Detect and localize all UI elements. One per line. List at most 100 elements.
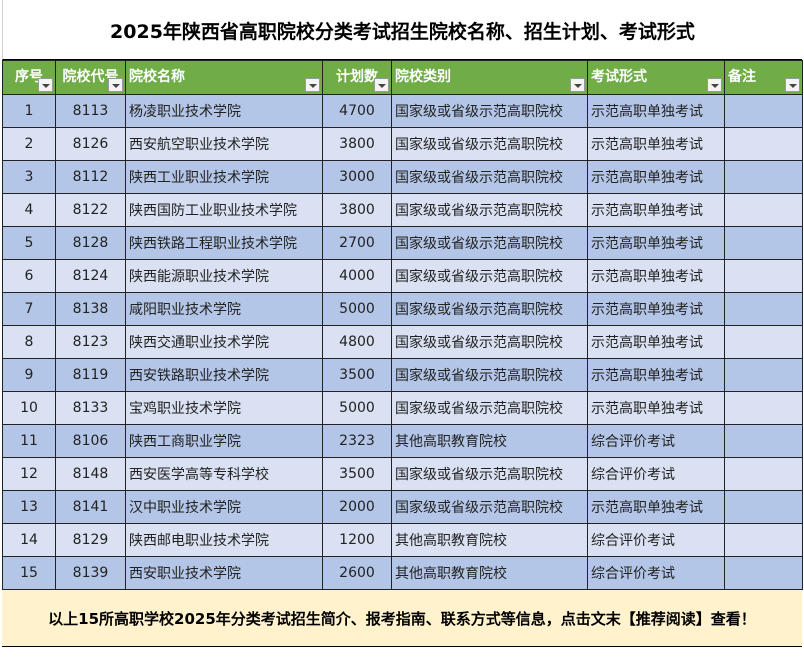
cell-remark[interactable] [724, 325, 803, 359]
cell-category[interactable]: 国家级或省级示范高职院校 [391, 127, 588, 161]
cell-category[interactable]: 其他高职教育院校 [391, 424, 588, 458]
cell-exam[interactable]: 示范高职单独考试 [587, 391, 725, 425]
cell-exam[interactable]: 示范高职单独考试 [587, 292, 725, 326]
cell-category[interactable]: 国家级或省级示范高职院校 [391, 391, 588, 425]
cell-remark[interactable] [724, 160, 803, 194]
cell-remark[interactable] [724, 226, 803, 260]
column-header-category[interactable]: 院校类别 [391, 60, 588, 95]
cell-seq[interactable]: 2 [2, 127, 56, 161]
cell-remark[interactable] [724, 490, 803, 524]
cell-code[interactable]: 8148 [55, 457, 126, 491]
cell-code[interactable]: 8122 [55, 193, 126, 227]
cell-name[interactable]: 陕西铁路工程职业技术学院 [125, 226, 323, 260]
cell-seq[interactable]: 3 [2, 160, 56, 194]
cell-name[interactable]: 宝鸡职业技术学院 [125, 391, 323, 425]
filter-dropdown-icon[interactable] [38, 78, 53, 92]
cell-category[interactable]: 其他高职教育院校 [391, 523, 588, 557]
cell-seq[interactable]: 5 [2, 226, 56, 260]
cell-seq[interactable]: 8 [2, 325, 56, 359]
cell-plan[interactable]: 4700 [322, 94, 392, 128]
cell-code[interactable]: 8113 [55, 94, 126, 128]
cell-category[interactable]: 国家级或省级示范高职院校 [391, 457, 588, 491]
cell-seq[interactable]: 10 [2, 391, 56, 425]
cell-name[interactable]: 汉中职业技术学院 [125, 490, 323, 524]
cell-name[interactable]: 西安铁路职业技术学院 [125, 358, 323, 392]
cell-name[interactable]: 西安航空职业技术学院 [125, 127, 323, 161]
cell-seq[interactable]: 11 [2, 424, 56, 458]
cell-code[interactable]: 8123 [55, 325, 126, 359]
cell-name[interactable]: 陕西邮电职业技术学院 [125, 523, 323, 557]
cell-category[interactable]: 国家级或省级示范高职院校 [391, 226, 588, 260]
cell-code[interactable]: 8133 [55, 391, 126, 425]
cell-remark[interactable] [724, 259, 803, 293]
cell-code[interactable]: 8106 [55, 424, 126, 458]
cell-name[interactable]: 陕西工商职业学院 [125, 424, 323, 458]
cell-category[interactable]: 国家级或省级示范高职院校 [391, 193, 588, 227]
cell-category[interactable]: 国家级或省级示范高职院校 [391, 325, 588, 359]
cell-plan[interactable]: 5000 [322, 391, 392, 425]
cell-code[interactable]: 8124 [55, 259, 126, 293]
cell-exam[interactable]: 示范高职单独考试 [587, 94, 725, 128]
cell-exam[interactable]: 示范高职单独考试 [587, 358, 725, 392]
cell-remark[interactable] [724, 94, 803, 128]
cell-exam[interactable]: 示范高职单独考试 [587, 160, 725, 194]
cell-name[interactable]: 杨凌职业技术学院 [125, 94, 323, 128]
cell-plan[interactable]: 3000 [322, 160, 392, 194]
cell-plan[interactable]: 3500 [322, 457, 392, 491]
cell-plan[interactable]: 4800 [322, 325, 392, 359]
cell-name[interactable]: 陕西国防工业职业技术学院 [125, 193, 323, 227]
cell-code[interactable]: 8112 [55, 160, 126, 194]
filter-dropdown-icon[interactable] [785, 78, 800, 92]
cell-name[interactable]: 陕西交通职业技术学院 [125, 325, 323, 359]
column-header-exam[interactable]: 考试形式 [587, 60, 725, 95]
cell-exam[interactable]: 示范高职单独考试 [587, 490, 725, 524]
cell-exam[interactable]: 示范高职单独考试 [587, 193, 725, 227]
cell-remark[interactable] [724, 391, 803, 425]
cell-seq[interactable]: 15 [2, 556, 56, 590]
cell-code[interactable]: 8141 [55, 490, 126, 524]
cell-code[interactable]: 8128 [55, 226, 126, 260]
cell-plan[interactable]: 3800 [322, 193, 392, 227]
cell-name[interactable]: 咸阳职业技术学院 [125, 292, 323, 326]
cell-exam[interactable]: 综合评价考试 [587, 556, 725, 590]
cell-plan[interactable]: 1200 [322, 523, 392, 557]
cell-plan[interactable]: 3500 [322, 358, 392, 392]
cell-seq[interactable]: 4 [2, 193, 56, 227]
cell-code[interactable]: 8138 [55, 292, 126, 326]
cell-seq[interactable]: 12 [2, 457, 56, 491]
cell-remark[interactable] [724, 358, 803, 392]
cell-name[interactable]: 陕西工业职业技术学院 [125, 160, 323, 194]
cell-plan[interactable]: 5000 [322, 292, 392, 326]
column-header-plan[interactable]: 计划数 [322, 60, 392, 95]
cell-code[interactable]: 8119 [55, 358, 126, 392]
column-header-name[interactable]: 院校名称 [125, 60, 323, 95]
filter-dropdown-icon[interactable] [108, 78, 123, 92]
cell-name[interactable]: 西安医学高等专科学校 [125, 457, 323, 491]
cell-seq[interactable]: 9 [2, 358, 56, 392]
cell-remark[interactable] [724, 292, 803, 326]
cell-category[interactable]: 国家级或省级示范高职院校 [391, 358, 588, 392]
cell-category[interactable]: 国家级或省级示范高职院校 [391, 94, 588, 128]
cell-plan[interactable]: 4000 [322, 259, 392, 293]
cell-exam[interactable]: 综合评价考试 [587, 523, 725, 557]
cell-seq[interactable]: 13 [2, 490, 56, 524]
cell-plan[interactable]: 2700 [322, 226, 392, 260]
cell-seq[interactable]: 6 [2, 259, 56, 293]
column-header-code[interactable]: 院校代号 [55, 60, 126, 95]
cell-code[interactable]: 8139 [55, 556, 126, 590]
cell-category[interactable]: 国家级或省级示范高职院校 [391, 259, 588, 293]
filter-dropdown-icon[interactable] [374, 78, 389, 92]
filter-dropdown-icon[interactable] [707, 78, 722, 92]
cell-exam[interactable]: 综合评价考试 [587, 424, 725, 458]
cell-category[interactable]: 国家级或省级示范高职院校 [391, 490, 588, 524]
filter-dropdown-icon[interactable] [570, 78, 585, 92]
cell-code[interactable]: 8126 [55, 127, 126, 161]
cell-remark[interactable] [724, 193, 803, 227]
cell-exam[interactable]: 综合评价考试 [587, 457, 725, 491]
cell-seq[interactable]: 7 [2, 292, 56, 326]
cell-plan[interactable]: 2000 [322, 490, 392, 524]
cell-plan[interactable]: 3800 [322, 127, 392, 161]
cell-category[interactable]: 其他高职教育院校 [391, 556, 588, 590]
cell-exam[interactable]: 示范高职单独考试 [587, 259, 725, 293]
cell-remark[interactable] [724, 457, 803, 491]
